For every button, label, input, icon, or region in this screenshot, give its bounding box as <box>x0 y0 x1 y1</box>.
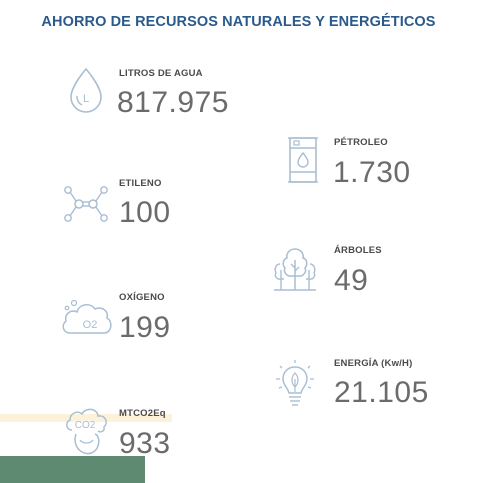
stat-value-water: 817.975 <box>117 86 229 119</box>
trees-icon <box>272 246 318 292</box>
water-drop-icon: L <box>66 66 106 114</box>
stat-value-oil: 1.730 <box>333 156 411 189</box>
stat-co2: CO2 MTCO2Eq 933 <box>60 402 230 462</box>
stat-energy: ENERGÍA (Kw/H) 21.105 <box>272 355 472 415</box>
co2-icon: CO2 <box>60 404 114 458</box>
stat-label-energy: ENERGÍA (Kw/H) <box>334 358 413 369</box>
stat-ethylene: ETILENO 100 <box>62 175 212 231</box>
oxygen-cloud-icon-text: O2 <box>83 319 98 331</box>
stat-label-trees: ÁRBOLES <box>334 245 382 256</box>
stat-oxygen: O2 OXÍGENO 199 <box>60 289 230 345</box>
stat-trees: ÁRBOLES 49 <box>272 242 472 298</box>
stat-oil: PÉTROLEO 1.730 <box>285 134 475 190</box>
stat-value-energy: 21.105 <box>334 376 429 409</box>
decorative-green-bar <box>0 456 145 483</box>
stat-label-water: LITROS DE AGUA <box>119 68 203 79</box>
oil-barrel-icon <box>285 134 321 186</box>
stat-value-co2: 933 <box>119 427 171 460</box>
stat-value-oxygen: 199 <box>119 311 171 344</box>
stat-value-ethylene: 100 <box>119 196 171 229</box>
molecule-icon <box>62 184 108 224</box>
lightbulb-icon <box>272 359 318 409</box>
co2-icon-text: CO2 <box>75 420 96 431</box>
stat-label-ethylene: ETILENO <box>119 178 162 189</box>
stat-label-oil: PÉTROLEO <box>334 137 388 148</box>
stat-value-trees: 49 <box>334 264 369 297</box>
page-title: AHORRO DE RECURSOS NATURALES Y ENERGÉTIC… <box>41 14 436 30</box>
oxygen-cloud-icon: O2 <box>60 297 114 337</box>
stat-water: L LITROS DE AGUA 817.975 <box>64 64 264 124</box>
decorative-sand-bar <box>0 414 172 422</box>
stat-label-co2: MTCO2Eq <box>119 408 166 419</box>
water-drop-icon-text: L <box>83 93 89 105</box>
stat-label-oxygen: OXÍGENO <box>119 292 165 303</box>
